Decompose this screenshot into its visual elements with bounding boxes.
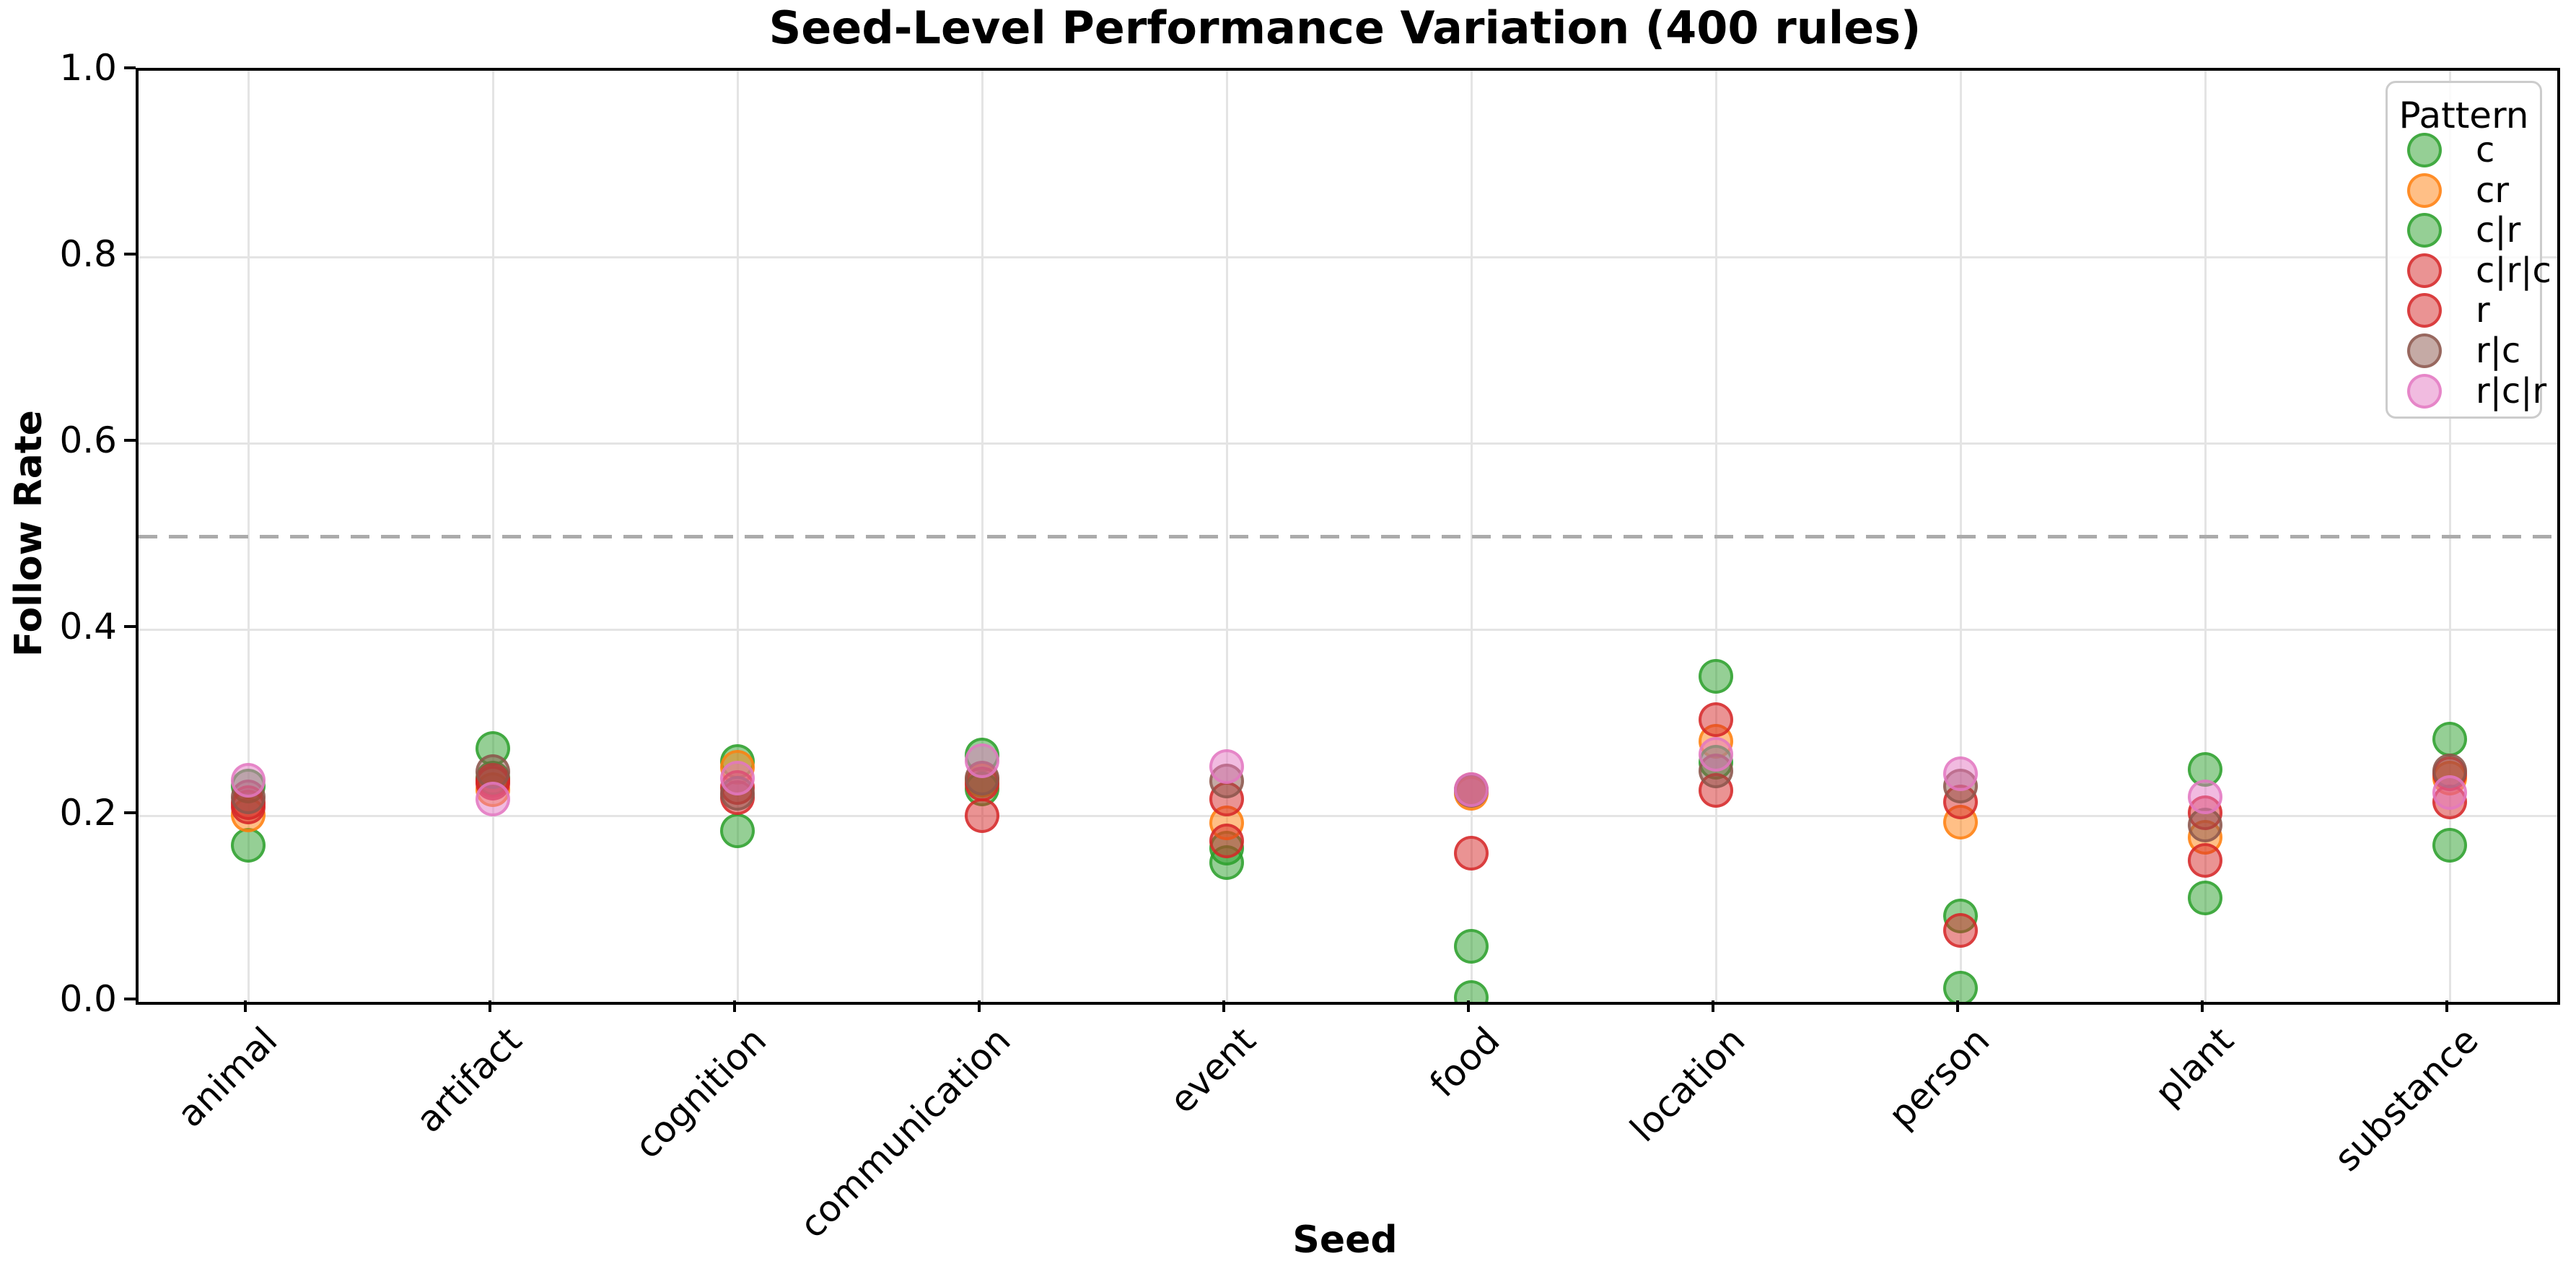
reference-line-0.5 [139,534,2557,538]
gridline-horizontal [139,814,2557,817]
legend-label-r|c: r|c [2476,331,2521,371]
data-point-c|r-person [1943,970,1978,1002]
legend-title: Pattern [2398,95,2529,136]
data-point-r|c|r-artifact [476,781,510,816]
y-tick-label: 0.6 [59,419,117,461]
data-point-c-animal [231,828,266,863]
y-tick-label: 0.0 [59,978,117,1020]
x-tick [1467,1000,1470,1012]
data-point-r-person [1943,912,1978,948]
y-tick [124,66,136,69]
legend-marker-cr [2407,173,2442,208]
data-point-r-plant [2188,842,2222,878]
y-tick-label: 0.2 [59,792,117,834]
legend-marker-r|c|r [2407,373,2442,409]
x-axis-label: Seed [1292,1218,1398,1262]
x-tick [2201,1000,2204,1012]
data-point-r-location [1699,702,1733,738]
gridline-horizontal [139,442,2557,445]
data-point-r|c|r-cognition [720,761,755,796]
data-point-c|r-plant [2188,880,2222,915]
x-tick-label-artifact: artifact [408,1019,530,1141]
legend: Pattern c cr c|r c|r|c r r|c r|c|r [2386,81,2551,419]
x-tick [978,1000,981,1012]
y-tick-label: 1.0 [59,47,117,89]
data-point-c-food [1454,928,1489,964]
data-point-r|c|r-food [1454,772,1489,807]
legend-marker-c|r [2407,213,2442,248]
data-point-c-location [1699,658,1733,694]
legend-label-r|c|r: r|c|r [2476,370,2547,411]
data-point-r|c|r-animal [231,762,266,798]
x-tick [1222,1000,1225,1012]
y-tick-label: 0.8 [59,233,117,275]
data-point-r|c|r-location [1699,736,1733,772]
gridline-horizontal [139,256,2557,258]
data-point-r|c|r-plant [2188,780,2222,815]
x-tick-label-event: event [1161,1019,1264,1122]
y-tick [124,253,136,256]
x-tick [244,1000,247,1012]
x-tick-label-animal: animal [169,1019,286,1135]
x-tick-label-person: person [1880,1019,1998,1137]
data-point-r-event [1209,823,1244,858]
x-tick-label-cognition: cognition [626,1019,775,1167]
x-tick [733,1000,736,1012]
y-tick [124,439,136,442]
y-tick-label: 0.4 [59,606,117,647]
x-tick-label-substance: substance [2326,1019,2487,1179]
x-tick-label-location: location [1621,1019,1753,1151]
legend-marker-c|r|c [2407,253,2442,288]
x-tick-label-plant: plant [2147,1019,2243,1114]
x-tick [1956,1000,1959,1012]
x-tick-label-food: food [1421,1019,1509,1106]
x-tick [489,1000,491,1012]
data-point-c|r-substance [2432,828,2467,863]
legend-label-c: c [2476,130,2495,170]
legend-label-c|r: c|r [2476,210,2521,251]
legend-marker-r [2407,293,2442,328]
data-point-r|c|r-person [1943,756,1978,791]
data-point-r-communication [965,798,999,833]
legend-label-cr: cr [2476,170,2510,211]
x-tick [2445,1000,2448,1012]
legend-marker-c [2407,133,2442,167]
data-point-c|r-cognition [720,813,755,848]
gridline-horizontal [139,628,2557,631]
x-tick [1712,1000,1714,1012]
data-point-r|c|r-communication [965,743,999,778]
data-point-c|r-food [1454,980,1489,1002]
y-tick [124,811,136,814]
chart-title: Seed-Level Performance Variation (400 ru… [768,1,1922,54]
legend-marker-r|c [2407,333,2442,368]
y-tick [124,998,136,1000]
data-point-r|c|r-event [1209,749,1244,784]
data-point-r|c|r-substance [2432,775,2467,810]
legend-label-c|r|c: c|r|c [2476,250,2551,291]
x-tick-label-communication: communication [792,1019,1020,1247]
data-point-r-food [1454,835,1489,871]
plot-area [136,68,2560,1005]
data-point-c-substance [2432,722,2467,757]
legend-label-r: r [2476,290,2490,331]
y-tick [124,625,136,628]
